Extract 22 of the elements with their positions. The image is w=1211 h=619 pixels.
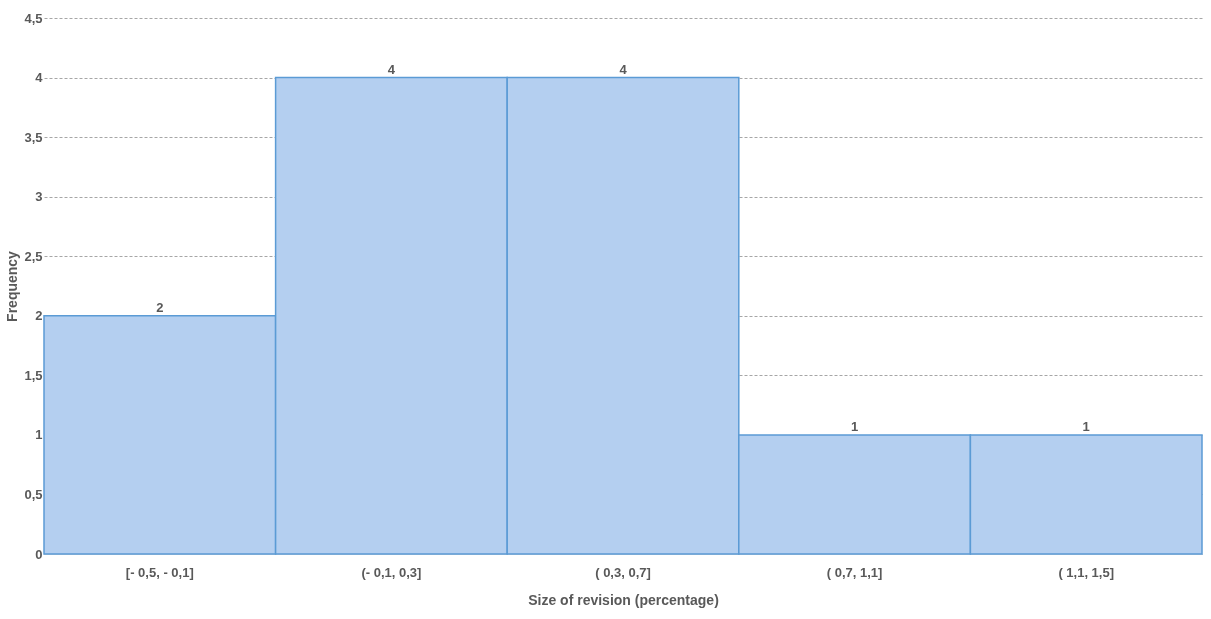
data-label: 4 [619,61,628,77]
x-tick-label: ( 1,1, 1,5] [1058,564,1115,580]
y-tick-label: 4 [35,70,44,86]
y-tick-label: 2,5 [24,248,43,264]
data-label: 4 [387,61,396,77]
x-tick-label: ( 0,7, 1,1] [826,564,883,580]
y-tick-label: 3,5 [24,129,43,145]
y-tick-label: 2 [35,308,43,324]
x-tick-label: [- 0,5, - 0,1] [125,564,194,580]
data-label: 1 [850,418,859,434]
y-axis-title: Frequency [4,250,21,322]
y-tick-label: 4,5 [24,10,43,26]
data-label: 2 [156,299,164,315]
y-tick-label: 1 [35,427,43,443]
y-tick-label: 0,5 [24,486,43,502]
data-label: 1 [1082,418,1090,434]
x-tick-label: ( 0,3, 0,7] [595,564,651,580]
y-tick-label: 0 [35,546,43,562]
y-tick-label: 1,5 [24,367,43,383]
x-axis-title: Size of revision (percentage) [528,591,719,608]
y-tick-label: 3 [35,189,43,205]
x-tick-label: (- 0,1, 0,3] [361,564,422,580]
